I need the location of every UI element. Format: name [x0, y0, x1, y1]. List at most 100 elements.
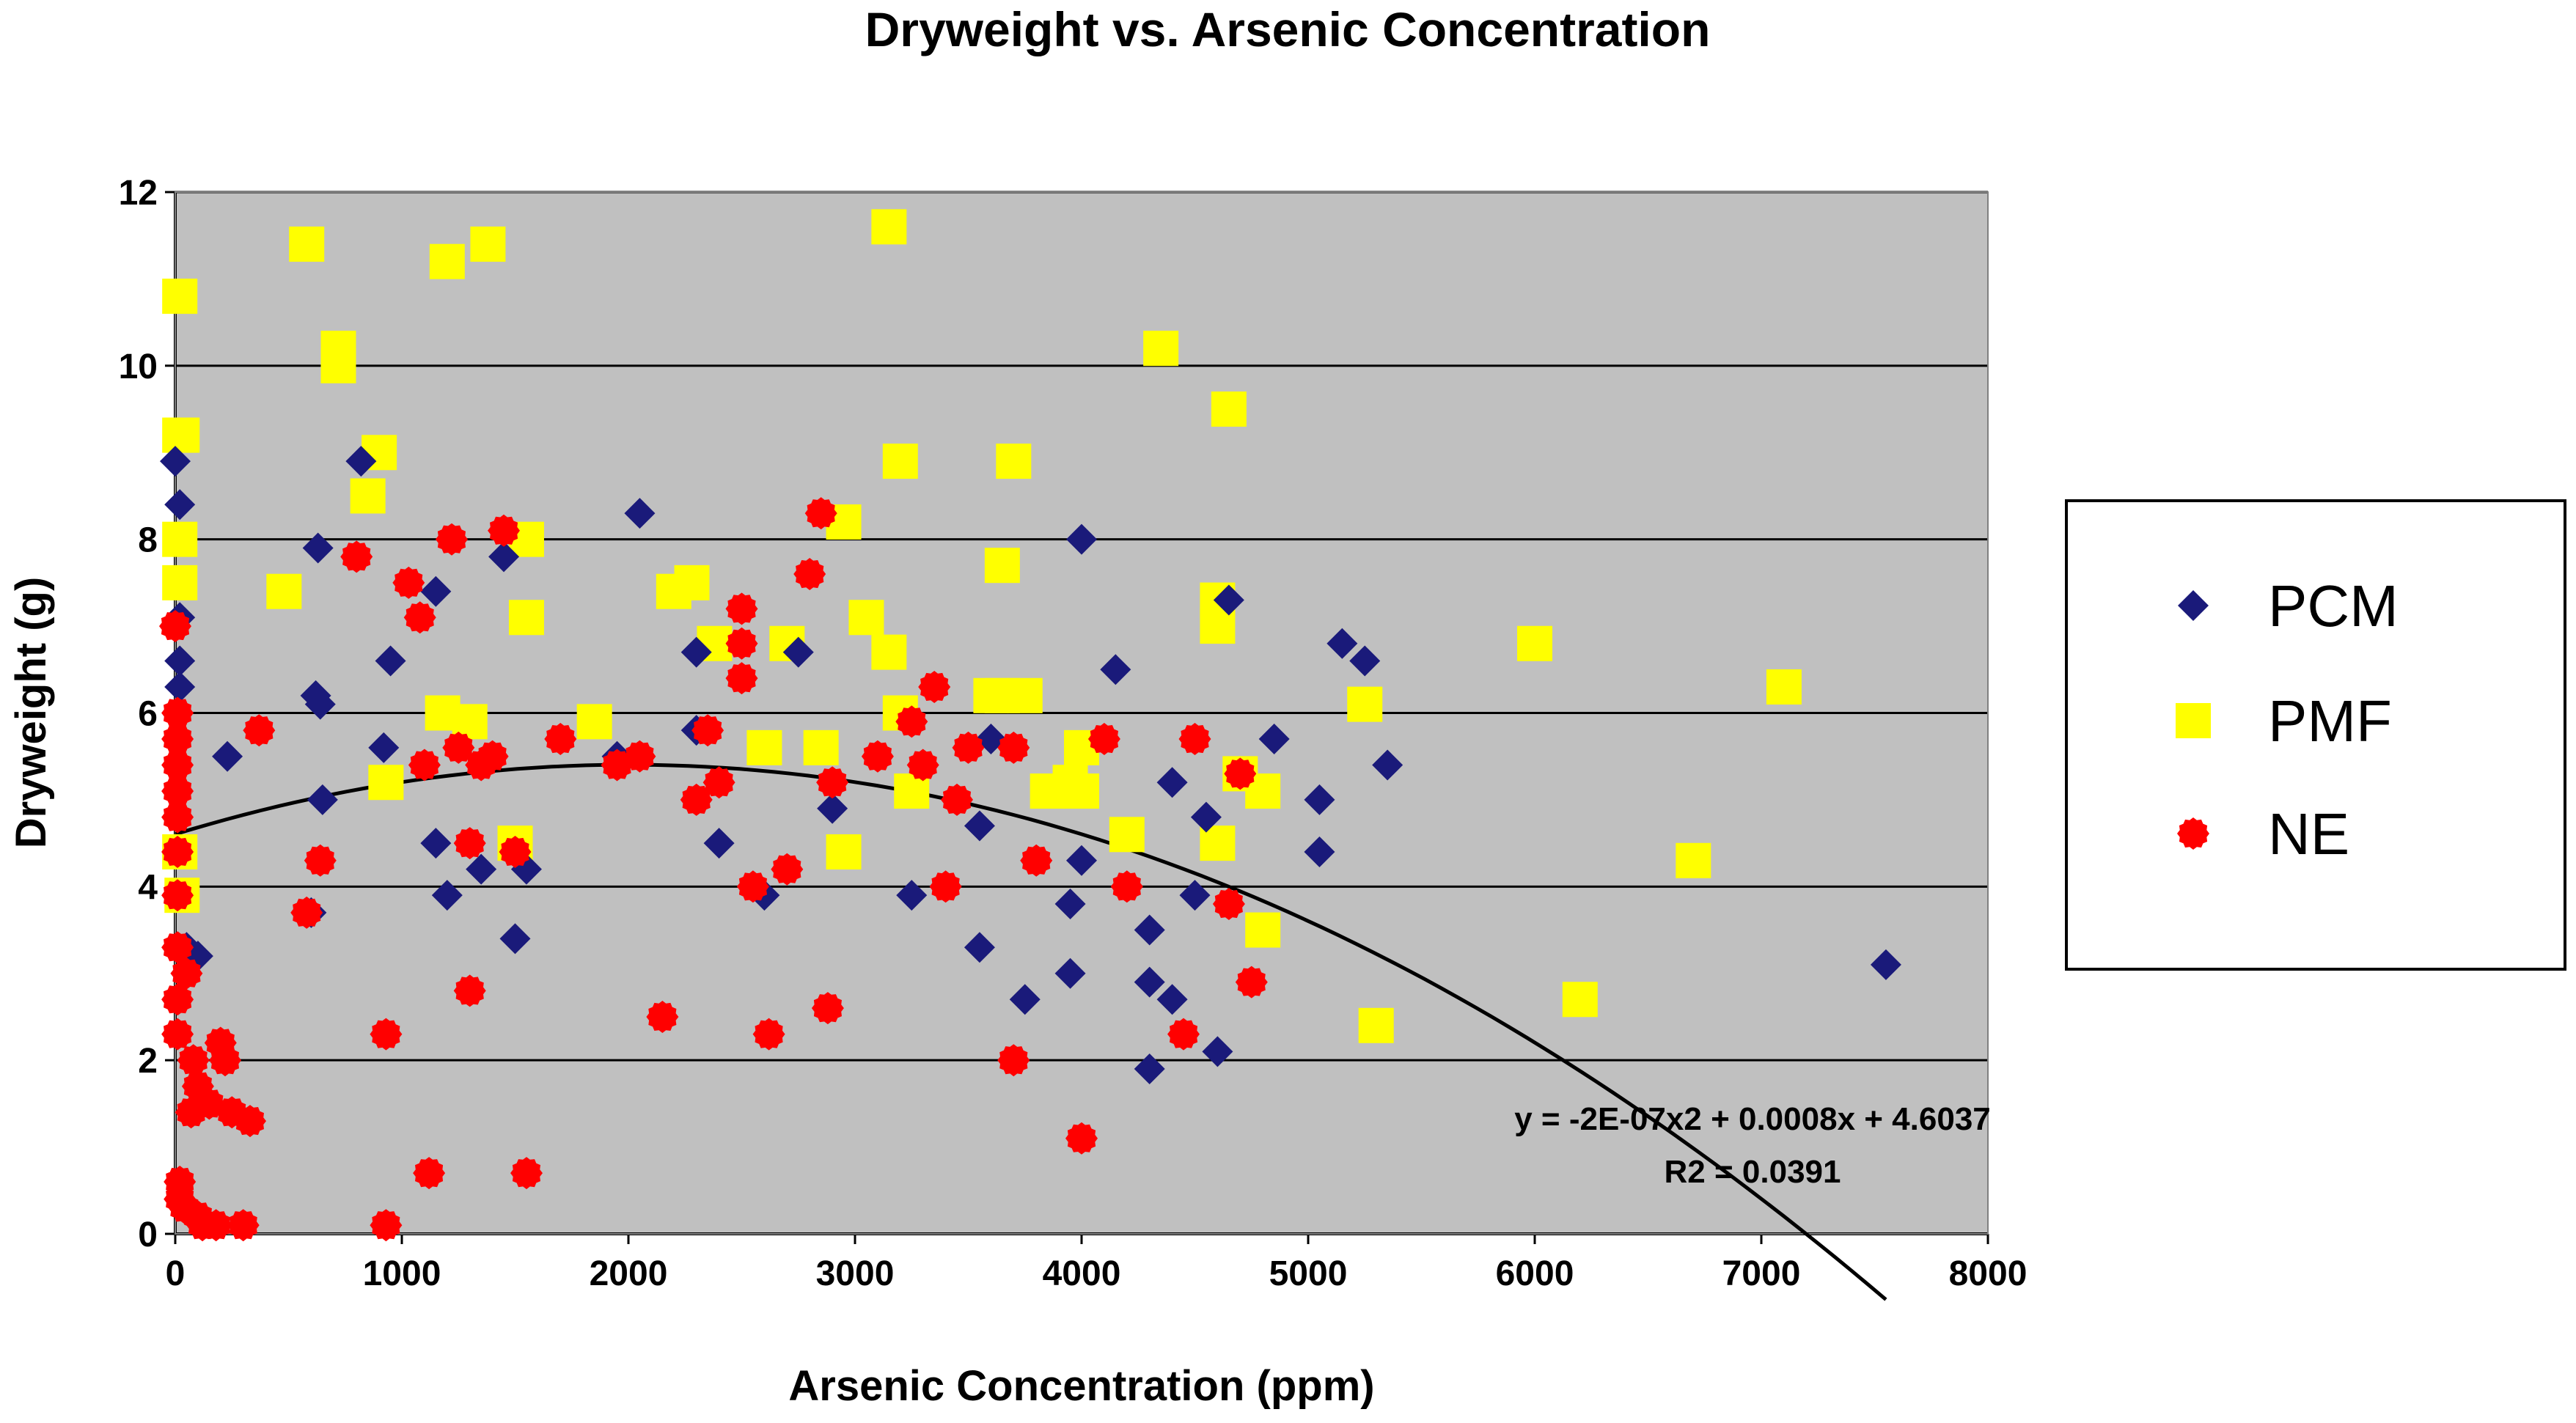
- x-axis-label: Arsenic Concentration (ppm): [788, 1362, 1374, 1410]
- point-ne: [1212, 888, 1245, 920]
- point-ne: [771, 853, 804, 886]
- point-pmf: [674, 565, 710, 600]
- point-ne: [906, 749, 939, 782]
- point-ne: [1167, 1018, 1200, 1051]
- y-axis-label: Dryweight (g): [7, 577, 55, 849]
- point-ne: [476, 740, 509, 773]
- point-pmf: [1676, 842, 1711, 878]
- point-ne: [161, 775, 194, 808]
- point-pcm: [1304, 784, 1335, 815]
- point-ne: [1178, 723, 1211, 755]
- point-pcm: [302, 532, 334, 564]
- point-pcm: [817, 793, 848, 824]
- point-ne: [1235, 966, 1268, 999]
- x-tick-label: 5000: [1269, 1254, 1348, 1293]
- point-pcm: [1258, 724, 1290, 755]
- point-ne: [752, 1018, 785, 1051]
- point-ne: [161, 836, 194, 868]
- point-ne: [290, 896, 323, 929]
- legend-item-pmf: PMF: [2176, 688, 2392, 754]
- point-pcm: [1372, 749, 1403, 781]
- point-pmf: [848, 600, 884, 636]
- x-tick-label: 4000: [1043, 1254, 1121, 1293]
- point-pcm: [703, 828, 735, 859]
- point-ne: [811, 992, 844, 1025]
- y-tick-label: 8: [138, 521, 158, 560]
- point-pcm: [420, 828, 452, 859]
- y-tick-label: 2: [138, 1042, 158, 1081]
- point-ne: [442, 731, 475, 764]
- y-tick-label: 12: [119, 174, 158, 213]
- point-pcm: [1190, 801, 1222, 833]
- point-ne: [177, 1044, 210, 1077]
- point-ne: [403, 601, 436, 634]
- point-ne: [159, 610, 191, 643]
- point-ne: [161, 723, 194, 755]
- point-ne: [161, 696, 194, 729]
- point-ne: [209, 1044, 241, 1077]
- point-ne: [436, 523, 468, 556]
- point-pcm: [1156, 767, 1188, 798]
- point-ne: [623, 740, 656, 773]
- point-ne: [161, 983, 194, 1016]
- point-pcm: [304, 688, 336, 720]
- tick-labels: 0 2 4 6 8 10 12 0 1000 2000 3000 4000 5000 6000 7000 80…: [119, 174, 2028, 1293]
- point-pmf: [996, 444, 1032, 479]
- point-ne: [499, 836, 532, 868]
- point-pmf: [1109, 817, 1145, 853]
- legend-marker-ne: [2177, 817, 2209, 850]
- point-pcm: [1213, 584, 1244, 616]
- trendline-group: [175, 762, 1887, 1301]
- point-pmf: [1766, 669, 1802, 705]
- point-pcm: [896, 880, 928, 911]
- x-tick-label: 6000: [1496, 1254, 1574, 1293]
- point-pmf: [429, 243, 465, 279]
- point-pcm: [1156, 984, 1188, 1015]
- point-pcm: [964, 810, 995, 842]
- point-pmf: [1245, 912, 1281, 948]
- point-ne: [895, 705, 928, 738]
- point-ne: [646, 1001, 679, 1033]
- point-pcm: [1134, 914, 1165, 946]
- data-points: [159, 209, 1901, 1242]
- legend-items: PCM PMF NE: [2176, 573, 2399, 867]
- point-ne: [725, 662, 758, 695]
- point-ne: [952, 731, 985, 764]
- point-pmf: [871, 209, 907, 245]
- trendline-equation: y = -2E-07x2 + 0.0008x + 4.6037: [1514, 1101, 1991, 1137]
- point-pcm: [680, 636, 712, 668]
- legend-marker-pcm: [2178, 590, 2209, 621]
- legend-label-pcm: PCM: [2268, 573, 2399, 639]
- point-pcm: [1100, 654, 1131, 685]
- point-ne: [861, 740, 894, 773]
- point-ne: [340, 540, 373, 573]
- point-pcm: [488, 541, 520, 573]
- point-ne: [1020, 844, 1053, 877]
- x-tick-label: 3000: [816, 1254, 895, 1293]
- point-pmf: [508, 600, 544, 636]
- point-pmf: [984, 548, 1020, 584]
- point-pmf: [1517, 625, 1552, 661]
- point-pmf: [162, 521, 198, 557]
- point-pcm: [499, 923, 531, 955]
- point-ne: [816, 766, 849, 799]
- point-pcm: [466, 853, 497, 885]
- point-pcm: [1134, 1054, 1165, 1085]
- legend-item-pcm: PCM: [2178, 573, 2399, 639]
- point-ne: [997, 1044, 1030, 1077]
- point-ne: [413, 1157, 446, 1190]
- point-pmf: [470, 227, 506, 262]
- point-ne: [199, 1209, 232, 1242]
- point-pcm: [1066, 845, 1097, 876]
- point-pmf: [289, 227, 325, 262]
- point-ne: [161, 1018, 194, 1051]
- point-pcm: [164, 645, 196, 677]
- point-pcm: [307, 784, 338, 815]
- point-ne: [408, 749, 441, 782]
- point-ne: [161, 879, 194, 912]
- x-tick-label: 7000: [1722, 1254, 1801, 1293]
- point-pmf: [350, 478, 386, 514]
- point-pmf: [1347, 686, 1383, 722]
- point-ne: [488, 514, 520, 547]
- trendline-r2: R2 = 0.0391: [1665, 1154, 1841, 1190]
